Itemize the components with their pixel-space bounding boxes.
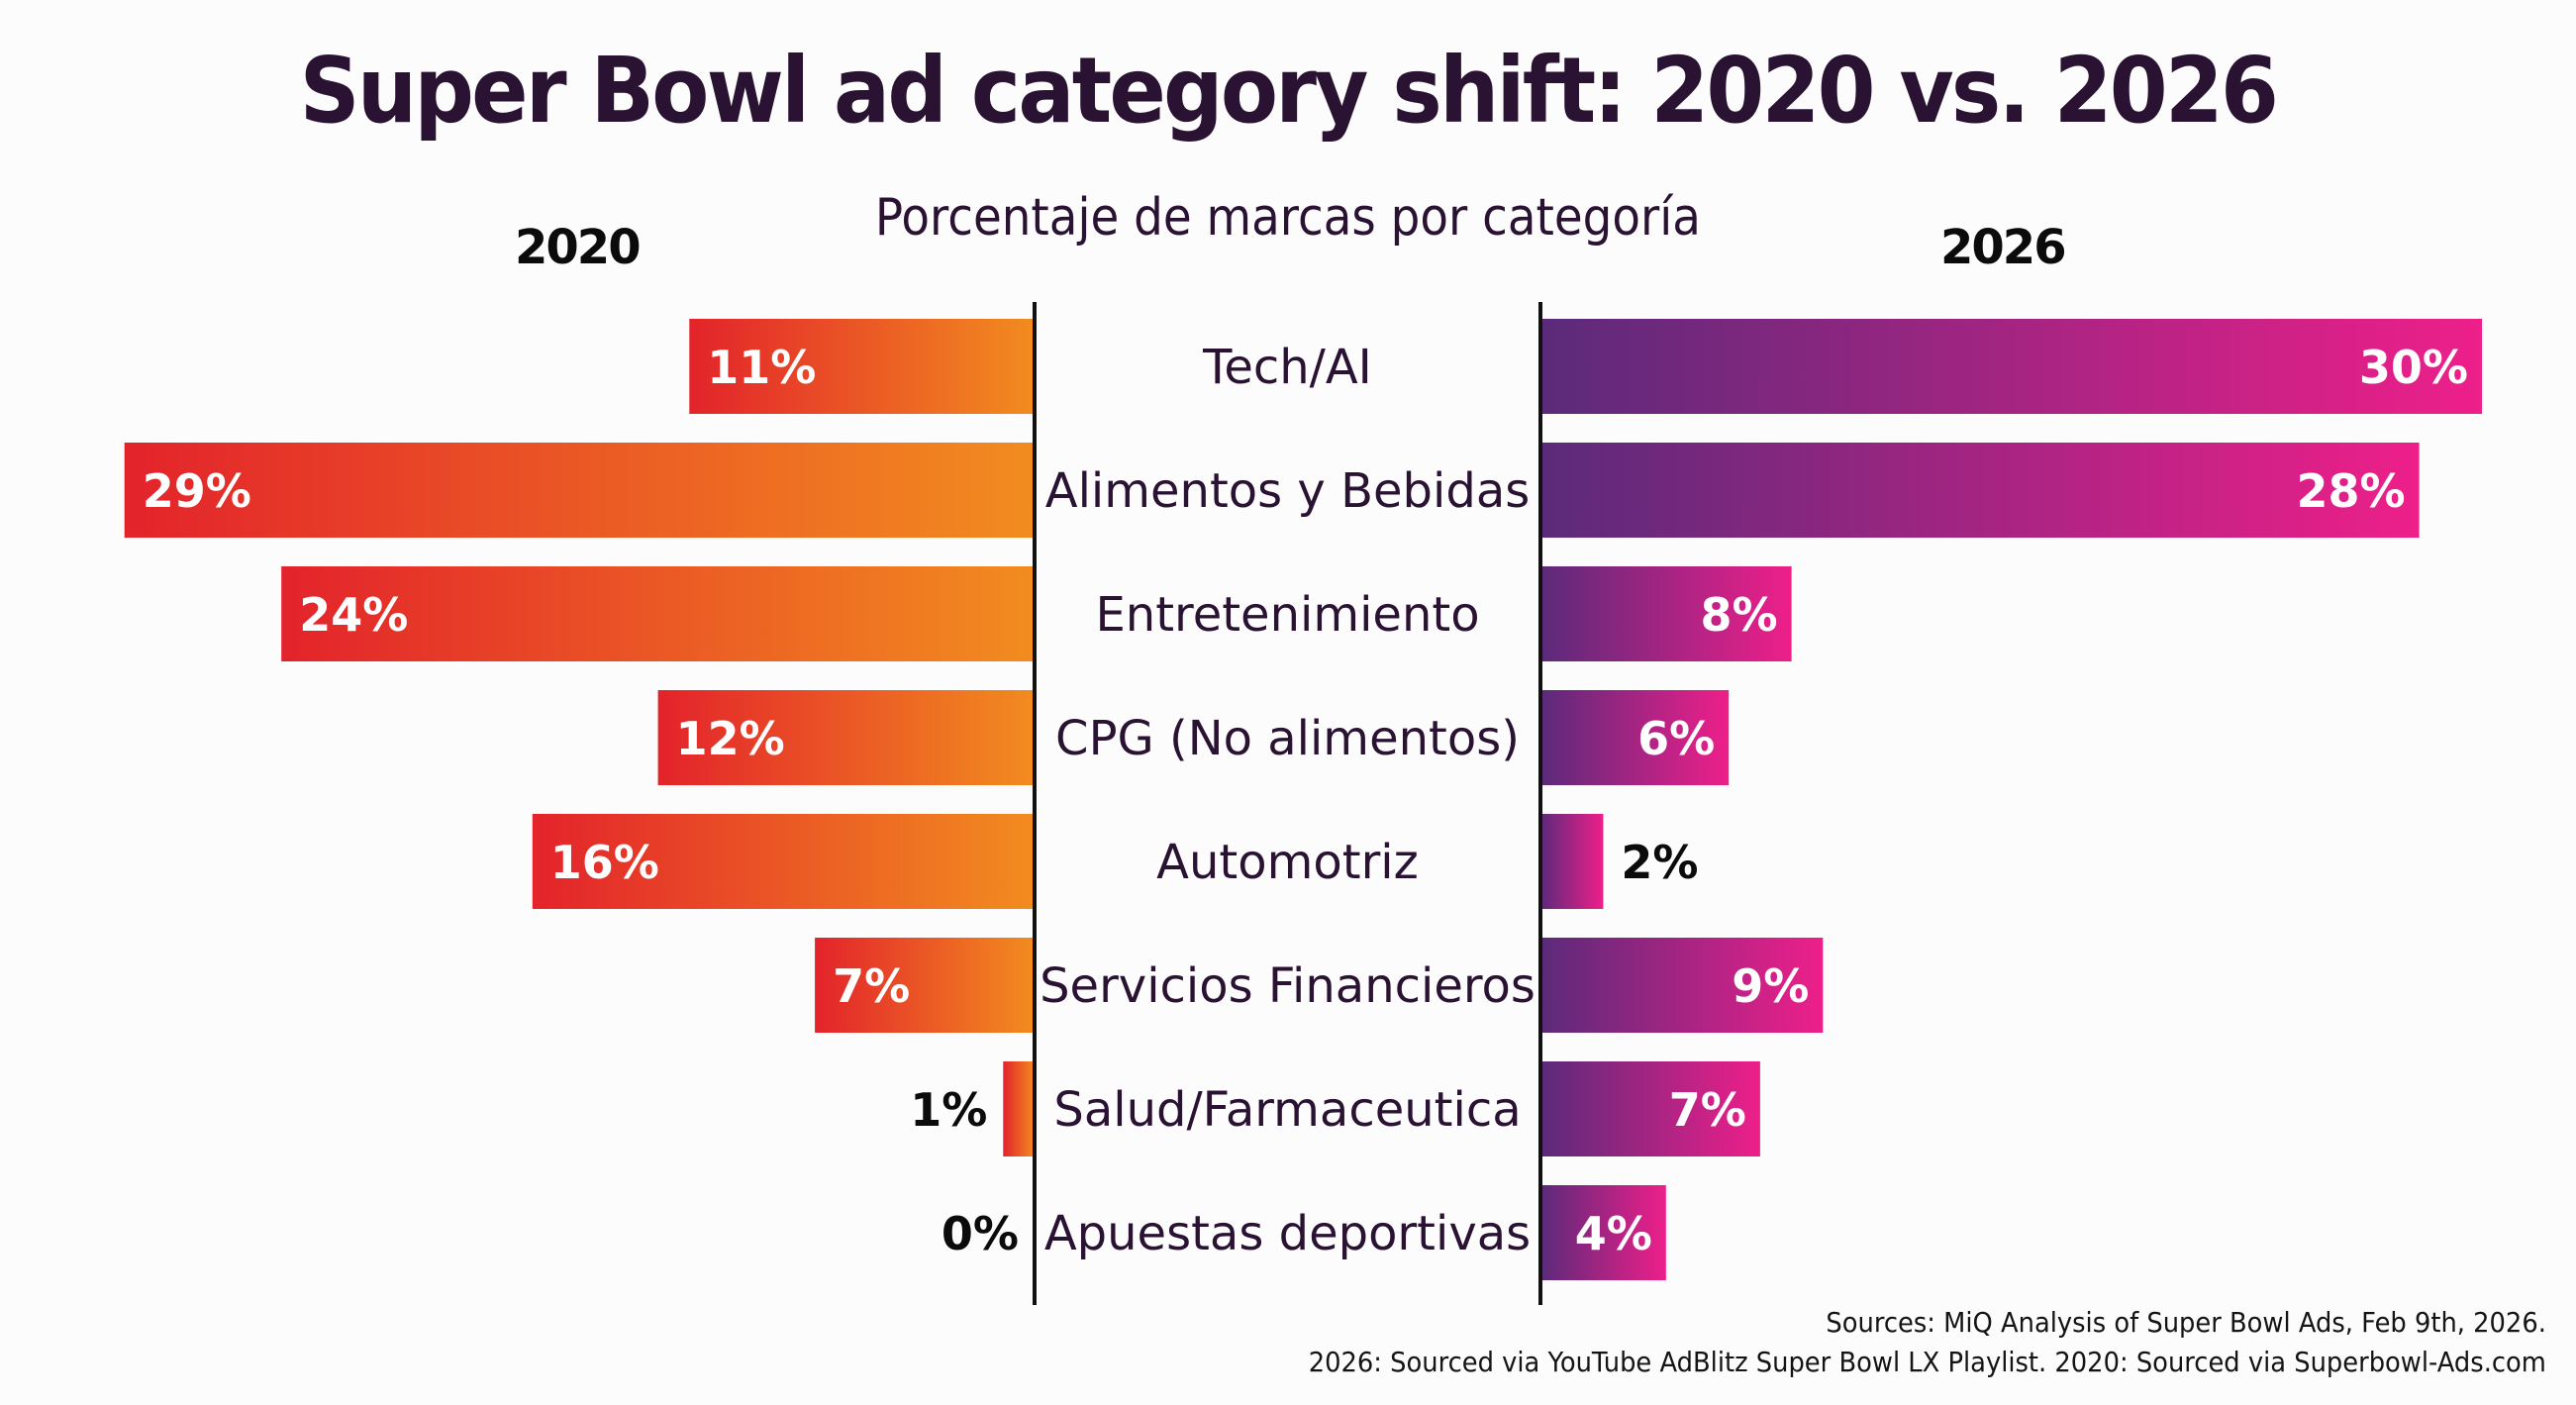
bar-2020 bbox=[815, 938, 1035, 1033]
value-label-2026: 2% bbox=[1621, 836, 1698, 889]
value-label-2026: 8% bbox=[1700, 588, 1777, 642]
value-label-2026: 28% bbox=[2296, 464, 2405, 518]
bar-2026 bbox=[1540, 443, 2420, 538]
bar-2020 bbox=[124, 443, 1035, 538]
value-label-2020: 12% bbox=[676, 712, 785, 765]
bar-2026 bbox=[1540, 1061, 1760, 1156]
category-label: Salud/Farmaceutica bbox=[1053, 1082, 1521, 1138]
bar-2026 bbox=[1540, 814, 1604, 909]
value-label-2020: 29% bbox=[143, 464, 251, 518]
category-label: Automotriz bbox=[1156, 835, 1419, 890]
bar-2020 bbox=[532, 814, 1035, 909]
bar-2020 bbox=[689, 319, 1035, 414]
value-label-2026: 4% bbox=[1575, 1207, 1652, 1260]
sources-line-2: 2026: Sourced via YouTube AdBlitz Super … bbox=[1308, 1346, 2546, 1378]
bar-2026 bbox=[1540, 938, 1824, 1033]
value-label-2020: 7% bbox=[833, 959, 910, 1013]
bar-2020 bbox=[657, 690, 1035, 785]
category-label: Servicios Financieros bbox=[1040, 958, 1536, 1014]
category-label: Entretenimiento bbox=[1095, 587, 1479, 643]
value-label-2020: 11% bbox=[707, 341, 816, 394]
year-label-2026: 2026 bbox=[1940, 220, 2067, 275]
sources-note: Sources: MiQ Analysis of Super Bowl Ads,… bbox=[1309, 1303, 2546, 1382]
bar-2026 bbox=[1540, 690, 1730, 785]
bar-2026 bbox=[1540, 566, 1792, 661]
category-labels: Tech/AI Alimentos y Bebidas Entretenimient… bbox=[1040, 340, 1536, 1261]
value-label-2026: 30% bbox=[2359, 341, 2468, 394]
year-label-2020: 2020 bbox=[515, 220, 642, 275]
value-label-2026: 7% bbox=[1669, 1083, 1746, 1137]
value-label-2020: 24% bbox=[299, 588, 408, 642]
bars-2026: 30% 28% 8% 6% 2% 9% 7% 4% bbox=[1540, 319, 2482, 1280]
category-label: CPG (No alimentos) bbox=[1055, 711, 1520, 766]
bar-2026 bbox=[1540, 1185, 1666, 1280]
value-label-2020: 16% bbox=[550, 836, 659, 889]
sources-line-1: Sources: MiQ Analysis of Super Bowl Ads,… bbox=[1826, 1306, 2546, 1339]
bar-2026 bbox=[1540, 319, 2482, 414]
value-label-2020: 0% bbox=[941, 1207, 1019, 1260]
category-label: Apuestas deportivas bbox=[1044, 1206, 1531, 1261]
chart-subtitle: Porcentaje de marcas por categoría bbox=[874, 188, 1701, 248]
value-label-2026: 6% bbox=[1637, 712, 1715, 765]
category-label: Alimentos y Bebidas bbox=[1045, 463, 1531, 519]
value-label-2020: 1% bbox=[910, 1083, 987, 1137]
value-label-2026: 9% bbox=[1732, 959, 1809, 1013]
category-label: Tech/AI bbox=[1202, 340, 1372, 395]
chart-title: Super Bowl ad category shift: 2020 vs. 2… bbox=[299, 38, 2279, 144]
bars-2020: 11% 29% 24% 12% 16% 7% 1% 0% bbox=[124, 319, 1035, 1260]
bar-2020 bbox=[281, 566, 1035, 661]
bar-2020 bbox=[1003, 1061, 1035, 1156]
